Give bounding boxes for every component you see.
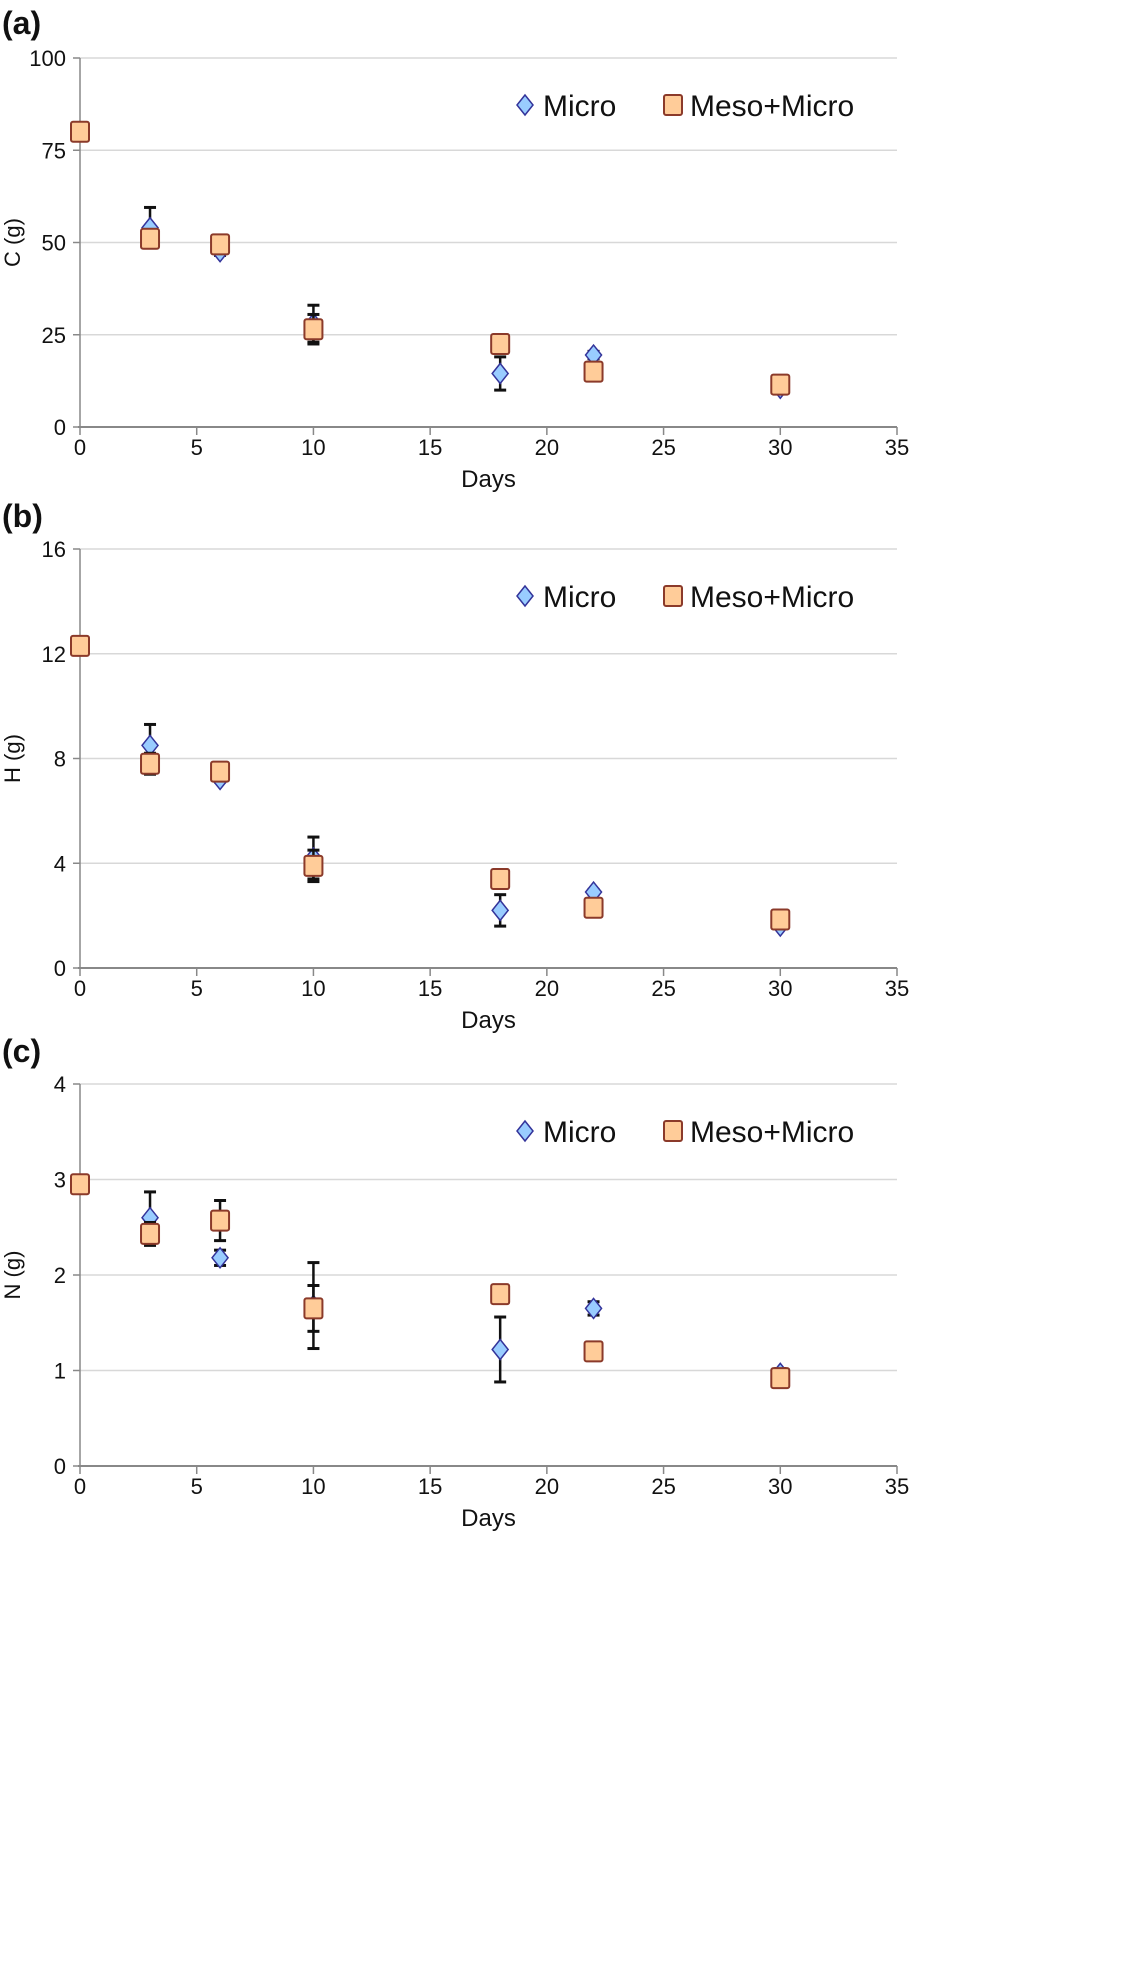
x-tick-label: 15 [418,976,442,1001]
data-point-square [490,867,511,890]
y-tick-label: 4 [54,851,66,876]
data-point-square [210,233,231,256]
legend-label: Meso+Micro [690,1116,854,1149]
data-point-square [140,227,161,250]
x-tick-label: 10 [301,1474,325,1499]
x-tick-label: 20 [535,976,559,1001]
x-tick-label: 25 [651,435,675,460]
legend-diamond-icon [516,584,534,608]
panel-label: (b) [2,498,43,534]
data-point-diamond [491,899,510,922]
legend-label: Micro [543,90,616,123]
data-point-square [210,760,231,783]
x-tick-label: 0 [74,1474,86,1499]
data-point-diamond [491,362,510,385]
y-tick-label: 2 [54,1263,66,1288]
legend: Micro Meso+Micro [516,1116,854,1149]
y-tick-label: 12 [42,642,66,667]
x-tick-label: 35 [885,435,909,460]
x-axis-label: Days [461,466,516,493]
legend-label: Meso+Micro [690,581,854,614]
data-point-square [140,1222,161,1245]
data-point-square [303,1297,324,1320]
series-micro [141,1190,790,1385]
data-point-square [490,1283,511,1306]
data-point-square [583,1340,604,1363]
data-point-square [70,634,90,657]
data-point-square [583,896,604,919]
series-meso-micro [70,1173,791,1390]
data-point-square [770,373,791,396]
panel-label: (c) [2,1033,41,1069]
data-point-diamond [211,1246,230,1270]
chart-panel-a: (a) 0 25 50 75 100 0 5 10 15 20 25 30 35 Days C (g) Micr… [0,5,909,493]
x-axis-label: Days [461,1007,516,1034]
panel-label: (a) [2,5,41,41]
legend-label: Meso+Micro [690,90,854,123]
x-tick-label: 35 [885,1474,909,1499]
chart-panel-b: (b) 0 4 8 12 16 0 5 10 15 20 25 30 35 Days H (g) Micro Me… [0,498,909,1034]
x-tick-label: 25 [651,976,675,1001]
data-point-square [303,854,324,877]
x-tick-label: 25 [651,1474,675,1499]
legend-square-icon [663,94,683,116]
x-tick-label: 5 [191,976,203,1001]
legend-square-icon [663,585,683,607]
y-tick-label: 75 [42,138,66,163]
series-meso-micro [70,634,791,931]
y-tick-label: 3 [54,1168,66,1193]
x-axis-label: Days [461,1505,516,1532]
legend-label: Micro [543,581,616,614]
legend: Micro Meso+Micro [516,581,854,614]
y-tick-label: 50 [42,231,66,256]
x-tick-label: 10 [301,976,325,1001]
y-tick-label: 0 [54,415,66,440]
legend-diamond-icon [516,93,534,117]
y-tick-label: 0 [54,1454,66,1479]
y-tick-label: 1 [54,1359,66,1384]
x-tick-label: 20 [535,435,559,460]
x-tick-label: 20 [535,1474,559,1499]
data-point-square [70,1173,90,1196]
data-point-square [770,908,791,931]
y-tick-label: 0 [54,956,66,981]
data-point-square [303,318,324,341]
data-point-diamond [491,1338,510,1361]
x-tick-label: 30 [768,1474,792,1499]
legend-square-icon [663,1120,683,1142]
x-tick-label: 15 [418,435,442,460]
legend: Micro Meso+Micro [516,90,854,123]
x-tick-label: 5 [191,435,203,460]
y-axis-label: C (g) [0,218,25,267]
y-axis-label: H (g) [0,734,25,783]
data-point-square [583,360,604,383]
x-tick-label: 0 [74,435,86,460]
y-tick-label: 100 [29,46,66,71]
x-tick-label: 15 [418,1474,442,1499]
series-micro [141,722,790,938]
y-tick-label: 16 [42,537,66,562]
data-point-square [140,752,161,775]
legend-diamond-icon [516,1119,534,1143]
x-tick-label: 10 [301,435,325,460]
y-tick-label: 25 [42,323,66,348]
series-meso-micro [70,120,791,396]
data-point-diamond [584,1297,603,1320]
x-tick-label: 30 [768,435,792,460]
x-tick-label: 0 [74,976,86,1001]
x-tick-label: 30 [768,976,792,1001]
x-tick-label: 5 [191,1474,203,1499]
legend-label: Micro [543,1116,616,1149]
y-axis-label: N (g) [0,1251,25,1300]
data-point-square [490,332,511,355]
x-tick-label: 35 [885,976,909,1001]
y-tick-label: 8 [54,747,66,772]
chart-panel-c: (c) 0 1 2 3 4 0 5 10 15 20 25 30 35 Days N (g) Micro Meso… [0,1033,909,1532]
data-point-square [210,1209,231,1232]
data-point-square [70,120,90,143]
series-micro [141,205,790,400]
data-point-square [770,1367,791,1390]
y-tick-label: 4 [54,1072,66,1097]
